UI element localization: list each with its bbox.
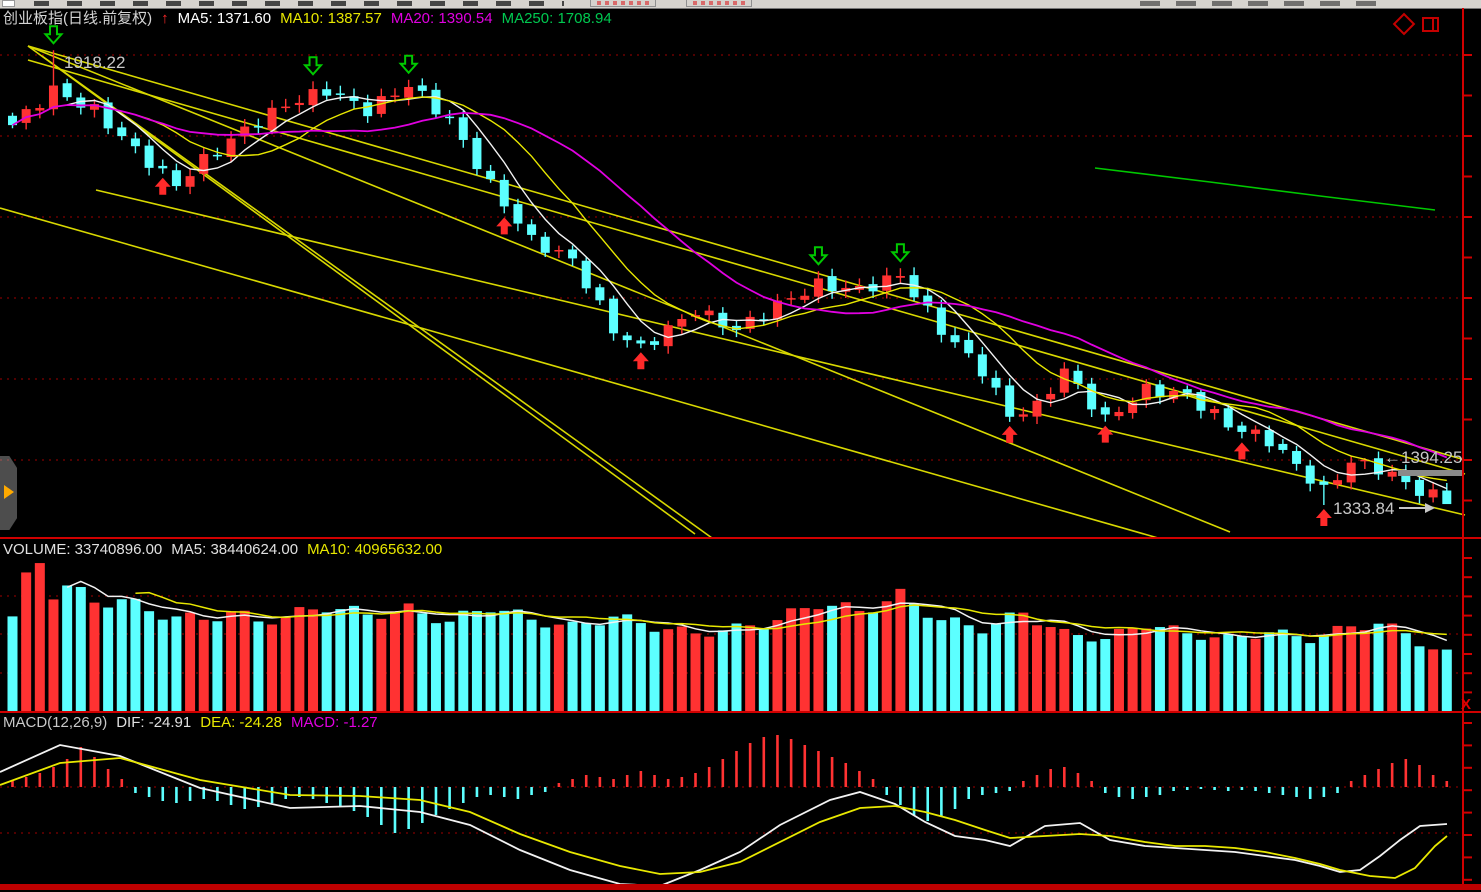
toolbar-right-text-fragment [1140, 1, 1380, 6]
menu-text-fragment [34, 1, 564, 6]
main-chart-header: 创业板指(日线.前复权) ↑ MA5: 1371.60 MA10: 1387.5… [3, 11, 612, 27]
macd-params-label: MACD(12,26,9) [3, 714, 108, 731]
buy-signal-arrow [1315, 509, 1332, 527]
sell-signal-arrow [398, 54, 419, 75]
up-arrow-icon: ↑ [161, 10, 169, 27]
buy-signal-arrow [1001, 425, 1018, 443]
price-annotation: 1333.84 [1333, 499, 1394, 518]
close-indicator-button[interactable]: X [1461, 696, 1472, 713]
sell-signal-arrow [302, 56, 324, 76]
price-annotation: ←1394.25 [1384, 448, 1462, 467]
macd-header: MACD(12,26,9) DIF: -24.91 DEA: -24.28 MA… [3, 715, 378, 731]
chart-corner-controls [1392, 12, 1439, 36]
ma5-value-label: MA5: 1371.60 [177, 10, 272, 27]
split-window-icon[interactable] [1422, 16, 1439, 32]
sell-signal-arrow [890, 243, 911, 263]
toolbar-button-1[interactable] [590, 0, 656, 7]
app-logo-fragment [2, 0, 15, 7]
buy-signal-arrow [1097, 425, 1114, 443]
volume-ma5-label: MA5: 38440624.00 [171, 541, 299, 558]
instrument-title: 创业板指(日线.前复权) [3, 10, 153, 27]
diamond-marker-icon[interactable] [1392, 12, 1416, 36]
sell-signal-arrow [808, 246, 829, 266]
panel-expand-handle[interactable] [0, 456, 17, 530]
volume-header: VOLUME: 33740896.00 MA5: 38440624.00 MA1… [3, 542, 442, 558]
volume-value-label: VOLUME: 33740896.00 [3, 541, 163, 558]
price-annotation: 1918.22 [64, 53, 125, 72]
buy-signal-arrow [1233, 442, 1250, 460]
buy-signal-arrow [496, 217, 513, 235]
right-triangle-icon [4, 485, 14, 499]
toolbar-fragment [0, 0, 1481, 9]
sell-signal-arrow [43, 25, 64, 45]
toolbar-button-2[interactable] [686, 0, 752, 7]
buy-signal-arrow [632, 352, 649, 370]
dif-value-label: DIF: -24.91 [116, 714, 192, 731]
ma20-value-label: MA20: 1390.54 [390, 10, 493, 27]
macd-value-label: MACD: -1.27 [290, 714, 378, 731]
buy-signal-arrow [154, 177, 171, 195]
dea-value-label: DEA: -24.28 [200, 714, 282, 731]
volume-ma10-label: MA10: 40965632.00 [307, 541, 443, 558]
highlight-segment [1398, 470, 1462, 476]
ma10-value-label: MA10: 1387.57 [280, 10, 382, 27]
ma250-value-label: MA250: 1708.94 [501, 10, 612, 27]
